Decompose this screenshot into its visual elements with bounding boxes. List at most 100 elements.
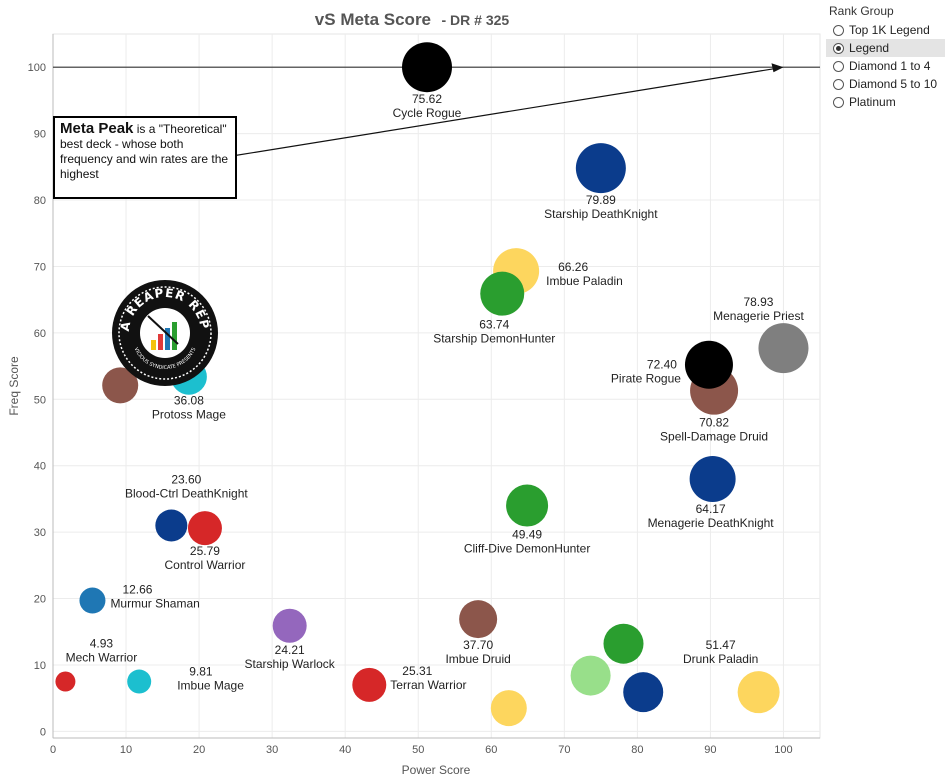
point-name: Menagerie Priest — [713, 309, 804, 323]
point-label-murmur-shaman: 12.66 Murmur Shaman — [110, 583, 199, 611]
point-name: Drunk Paladin — [683, 652, 758, 666]
legend-option-label: Diamond 1 to 4 — [849, 59, 931, 73]
x-tick-label: 90 — [704, 744, 716, 756]
x-tick-label: 60 — [485, 744, 497, 756]
point-unlabeled[interactable] — [102, 367, 139, 404]
point-menagerie-deathknight[interactable] — [689, 455, 736, 502]
point-cliff-dive-demonhunter[interactable] — [506, 484, 549, 527]
radio-icon[interactable] — [833, 24, 844, 36]
point-name: Control Warrior — [164, 558, 245, 572]
point-unlabeled[interactable] — [623, 672, 664, 713]
points — [55, 42, 809, 727]
radio-icon[interactable] — [833, 42, 844, 54]
y-tick-label: 100 — [28, 62, 46, 74]
legend-option-diamond-1-to-4[interactable]: Diamond 1 to 4 — [826, 57, 945, 75]
point-name: Starship Warlock — [245, 657, 336, 671]
y-tick-label: 20 — [34, 594, 46, 606]
y-tick-label: 40 — [34, 461, 46, 473]
point-name: Terran Warrior — [390, 678, 466, 692]
annotation-text: is a "Theoretical" best deck - whose bot… — [60, 122, 229, 181]
point-name: Protoss Mage — [152, 408, 226, 422]
radio-icon[interactable] — [833, 96, 844, 108]
legend-option-legend[interactable]: Legend — [826, 39, 945, 57]
legend-title: Rank Group — [829, 4, 894, 18]
point-score: 25.31 — [402, 664, 432, 678]
legend-option-top-1k-legend[interactable]: Top 1K Legend — [826, 21, 945, 39]
point-score: 4.93 — [90, 637, 114, 651]
point-label-starship-demonhunter: 63.74 Starship DemonHunter — [433, 318, 555, 346]
point-score: 78.93 — [743, 295, 773, 309]
point-name: Imbue Druid — [445, 652, 510, 666]
point-name: Pirate Rogue — [611, 372, 681, 386]
point-unlabeled[interactable] — [490, 690, 527, 727]
legend-option-label: Platinum — [849, 95, 896, 109]
legend-option-label: Diamond 5 to 10 — [849, 77, 938, 91]
y-tick-label: 50 — [34, 394, 46, 406]
point-name: Mech Warrior — [66, 651, 138, 665]
legend-option-label: Top 1K Legend — [849, 23, 930, 37]
point-label-imbue-mage: 9.81 Imbue Mage — [177, 665, 244, 693]
arrow-line — [231, 67, 778, 157]
point-label-menagerie-priest: 78.93 Menagerie Priest — [713, 295, 804, 323]
legend-option-label: Legend — [849, 41, 890, 55]
point-label-imbue-druid: 37.70 Imbue Druid — [445, 638, 510, 666]
point-imbue-druid[interactable] — [459, 600, 498, 639]
radio-icon[interactable] — [833, 60, 844, 72]
point-label-starship-warlock: 24.21 Starship Warlock — [245, 643, 336, 671]
point-label-control-warrior: 25.79 Control Warrior — [164, 544, 245, 572]
point-label-protoss-mage: 36.08 Protoss Mage — [152, 394, 226, 422]
point-murmur-shaman[interactable] — [79, 587, 106, 614]
point-starship-deathknight[interactable] — [575, 143, 626, 194]
point-control-warrior[interactable] — [187, 511, 222, 546]
radio-icon[interactable] — [833, 78, 844, 90]
point-starship-warlock[interactable] — [272, 608, 307, 643]
point-label-cliff-dive-demonhunter: 49.49 Cliff-Dive DemonHunter — [464, 528, 591, 556]
x-tick-label: 10 — [120, 744, 132, 756]
point-imbue-mage[interactable] — [127, 669, 152, 694]
point-label-blood-ctrl-deathknight: 23.60 Blood-Ctrl DeathKnight — [125, 472, 248, 500]
point-score: 37.70 — [463, 638, 493, 652]
y-tick-label: 30 — [34, 527, 46, 539]
chart-title: vS Meta Score - DR # 325 — [315, 10, 510, 29]
point-name: Cliff-Dive DemonHunter — [464, 542, 591, 556]
point-blood-ctrl-deathknight[interactable] — [155, 509, 188, 542]
point-unlabeled[interactable] — [570, 655, 611, 696]
legend-option-diamond-5-to-10[interactable]: Diamond 5 to 10 — [826, 75, 945, 93]
meta-peak-arrow — [231, 63, 784, 157]
point-name: Murmur Shaman — [110, 597, 199, 611]
y-tick-label: 80 — [34, 195, 46, 207]
point-score: 23.60 — [171, 472, 201, 486]
point-labels: 75.62 Cycle Rogue 79.89 Starship DeathKnigh… — [66, 92, 805, 692]
point-score: 64.17 — [696, 502, 726, 516]
point-cycle-rogue[interactable] — [402, 42, 453, 93]
point-terran-warrior[interactable] — [352, 667, 387, 702]
y-tick-label: 70 — [34, 261, 46, 273]
point-name: Imbue Mage — [177, 679, 244, 693]
point-score: 9.81 — [189, 665, 213, 679]
x-tick-label: 0 — [50, 744, 56, 756]
legend-option-platinum[interactable]: Platinum — [826, 93, 945, 111]
point-score: 66.26 — [558, 260, 588, 274]
x-tick-label: 30 — [266, 744, 278, 756]
point-starship-demonhunter[interactable] — [480, 271, 525, 316]
point-score: 24.21 — [275, 643, 305, 657]
point-pirate-rogue[interactable] — [684, 340, 733, 389]
point-drunk-paladin[interactable] — [737, 671, 780, 714]
point-label-menagerie-deathknight: 64.17 Menagerie DeathKnight — [648, 502, 775, 530]
point-score: 49.49 — [512, 528, 542, 542]
point-mech-warrior[interactable] — [55, 671, 76, 692]
point-score: 70.82 — [699, 416, 729, 430]
point-score: 75.62 — [412, 92, 442, 106]
point-score: 36.08 — [174, 394, 204, 408]
point-name: Blood-Ctrl DeathKnight — [125, 486, 248, 500]
point-score: 25.79 — [190, 544, 220, 558]
meta-peak-annotation: Meta Peak is a "Theoretical" best deck -… — [53, 116, 237, 199]
point-name: Imbue Paladin — [546, 274, 623, 288]
point-menagerie-priest[interactable] — [758, 323, 809, 374]
point-unlabeled[interactable] — [603, 623, 644, 664]
point-label-mech-warrior: 4.93 Mech Warrior — [66, 637, 138, 665]
point-label-terran-warrior: 25.31 Terran Warrior — [390, 664, 466, 692]
y-tick-label: 90 — [34, 129, 46, 141]
y-axis-title: Freq Score — [7, 356, 21, 416]
point-score: 72.40 — [647, 358, 677, 372]
